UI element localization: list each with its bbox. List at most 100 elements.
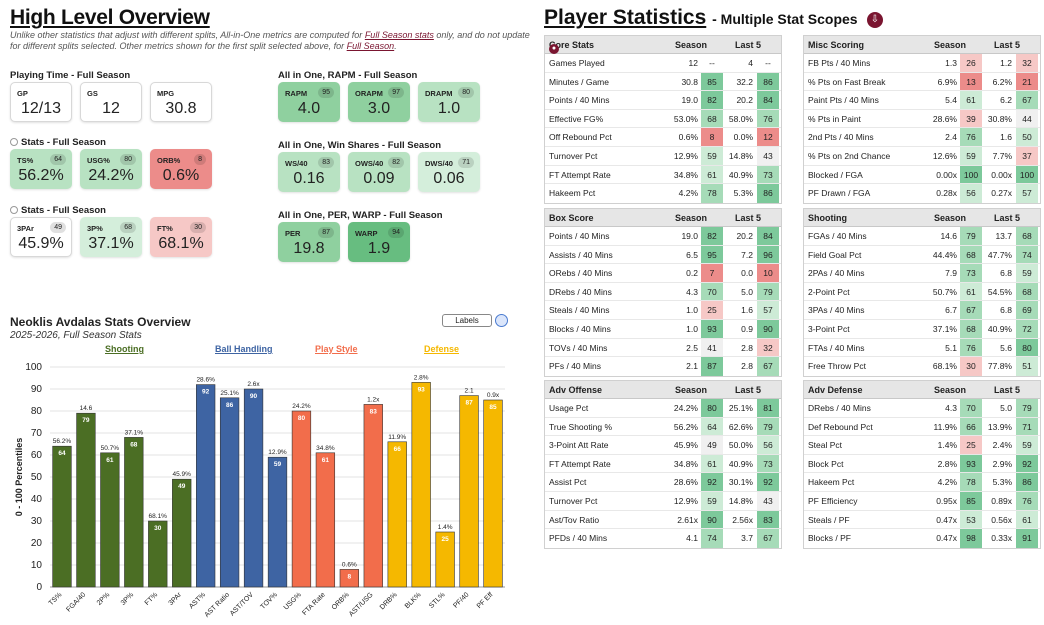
labels-toggle-button[interactable]: Labels	[442, 314, 492, 327]
season-value: 7.9	[945, 268, 957, 279]
season-value: 4.3	[686, 286, 698, 297]
last5-percentile: 12	[757, 128, 779, 146]
season-percentile: 78	[960, 473, 982, 491]
season-value: 34.8%	[673, 169, 698, 180]
last5-value: 3.7	[741, 533, 753, 544]
stat-name: FB Pts / 40 Mins	[808, 58, 871, 68]
bar-12	[339, 569, 359, 588]
last5-percentile: 67	[1016, 91, 1038, 109]
last5-value: 54.5%	[987, 286, 1012, 297]
stat-row: Ast/Tov Ratio 2.61x 90 2.56x 83	[545, 510, 781, 530]
last5-percentile: 67	[757, 357, 779, 376]
season-value: 11.9%	[933, 421, 957, 432]
last5-value: 5.3%	[733, 188, 753, 199]
stat-row: Blocked / FGA 0.00x 100 0.00x 100	[804, 165, 1040, 185]
bar-16	[435, 531, 455, 588]
card-value: 0.06	[433, 170, 465, 187]
season-value: 14.6	[940, 231, 957, 241]
last5-value: 13.9%	[987, 421, 1012, 432]
radio-stats2[interactable]	[10, 206, 18, 214]
x-tick-label: AST/USG	[348, 591, 375, 618]
last5-value: 6.8	[1000, 268, 1012, 279]
stat-card-per: PER 87 19.8	[278, 222, 340, 262]
panel-title-text: Adv Offense	[549, 385, 603, 395]
panel-header: Adv Offense Season Last 5	[545, 381, 781, 399]
bar-percentile-label: 66	[394, 446, 402, 453]
stat-name: Block Pct	[808, 458, 844, 469]
stat-name: FGAs / 40 Mins	[808, 231, 867, 241]
stat-row: TOVs / 40 Mins 2.5 41 2.8 32	[545, 338, 781, 358]
card-percentile: 49	[50, 222, 66, 233]
last5-value: 47.7%	[987, 249, 1012, 260]
season-percentile: 68	[960, 319, 982, 338]
stat-name: FT Attempt Rate	[549, 169, 611, 180]
season-percentile: 66	[960, 417, 982, 436]
x-tick-label: STL%	[428, 591, 446, 609]
last5-percentile: 73	[757, 454, 779, 473]
col-season-header: Season	[675, 40, 708, 50]
bar-1	[76, 412, 96, 588]
card-percentile: 68	[120, 222, 136, 233]
section-title-stats1: Stats - Full Season	[10, 137, 106, 148]
stat-panel-shooting: Shooting Season Last 5 FGAs / 40 Mins 14.6 79…	[803, 208, 1041, 377]
last5-value: 30.8%	[987, 113, 1012, 124]
stat-name: PFs / 40 Mins	[549, 361, 601, 372]
note-text-3: .	[394, 41, 397, 51]
last5-percentile: 79	[757, 282, 779, 301]
last5-value: 0.0%	[733, 132, 753, 143]
last5-value: 40.9%	[728, 458, 753, 469]
card-label: WS/40	[285, 159, 308, 168]
season-percentile: 68	[701, 109, 723, 128]
col-season-header: Season	[934, 40, 967, 50]
season-value: 6.9%	[937, 76, 957, 87]
x-tick-label: AST%	[188, 591, 207, 610]
bar-percentile-label: 61	[322, 457, 330, 464]
col-season-header: Season	[675, 213, 708, 223]
last5-value: 0.33x	[991, 533, 1012, 544]
section-title-text: Stats - Full Season	[21, 137, 106, 148]
last5-value: 7.2	[741, 249, 753, 260]
download-icon[interactable]: ⇩	[867, 12, 883, 28]
bar-stat-label: 1.4%	[438, 524, 453, 531]
section-title-ws: All in One, Win Shares - Full Season	[278, 140, 441, 151]
card-label: 3PAr	[17, 224, 34, 233]
last5-percentile: 72	[1016, 319, 1038, 338]
col-last5-header: Last 5	[735, 40, 762, 50]
card-value: 68.1%	[158, 235, 204, 252]
panel-title: Adv Defense	[808, 385, 863, 395]
stat-row: Steals / 40 Mins 1.0 25 1.6 57	[545, 301, 781, 320]
last5-percentile: 79	[757, 417, 779, 436]
last5-value: 1.6	[741, 305, 753, 316]
labels-toggle-switch[interactable]	[495, 314, 508, 327]
bar-stat-label: 68.1%	[149, 513, 168, 520]
y-tick-label: 50	[31, 472, 43, 483]
y-tick-label: 70	[31, 428, 43, 439]
card-value: 3.0	[367, 100, 391, 117]
radio-stats1[interactable]	[10, 138, 18, 146]
season-value: 2.61x	[677, 514, 698, 525]
last5-value: 1.6	[1000, 132, 1012, 143]
season-percentile: 61	[701, 454, 723, 473]
last5-value: 0.9	[741, 323, 753, 334]
season-percentile: 92	[701, 473, 723, 491]
card-label: 3P%	[87, 224, 103, 233]
col-season-header: Season	[934, 385, 967, 395]
last5-percentile: 32	[1016, 54, 1038, 72]
card-label: FT%	[157, 224, 173, 233]
season-value: 2.4	[945, 132, 957, 143]
x-tick-label: FT%	[144, 591, 159, 606]
stat-name: 2PAs / 40 Mins	[808, 268, 865, 279]
bar-0	[52, 445, 72, 588]
card-label: WARP	[355, 229, 378, 238]
stat-row: FTAs / 40 Mins 5.1 76 5.6 80	[804, 338, 1040, 358]
stat-row: PFDs / 40 Mins 4.1 74 3.7 67	[545, 529, 781, 548]
last5-value: 14.8%	[728, 150, 753, 161]
bar-stat-label: 34.8%	[316, 445, 335, 452]
stat-row: Turnover Pct 12.9% 59 14.8% 43	[545, 491, 781, 511]
stat-name: Turnover Pct	[549, 150, 598, 161]
stat-name: Steals / PF	[808, 514, 850, 525]
card-percentile: 82	[388, 157, 404, 168]
stat-name: Assist Pct	[549, 477, 587, 488]
last5-value: 0.56x	[991, 514, 1012, 525]
season-percentile: 70	[701, 282, 723, 301]
